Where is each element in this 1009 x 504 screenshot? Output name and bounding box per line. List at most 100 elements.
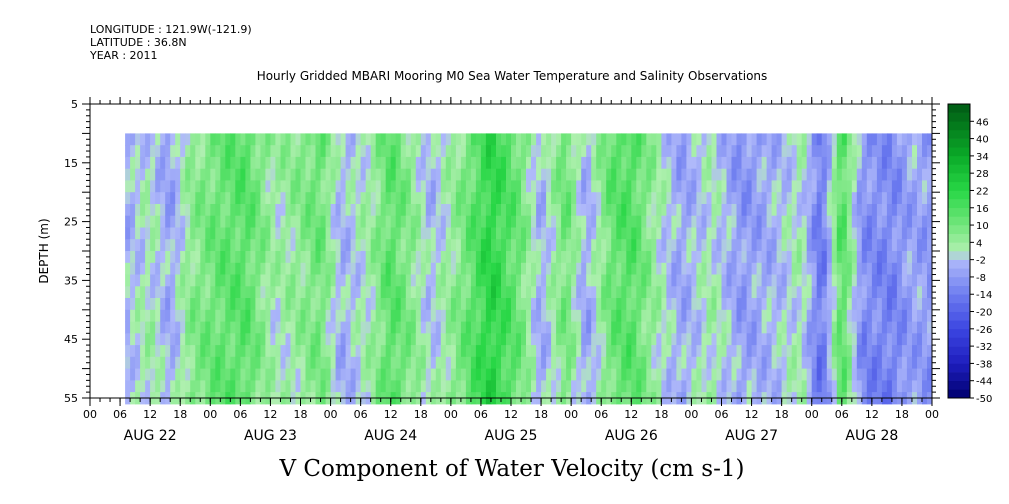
heatmap-cell — [205, 133, 211, 146]
heatmap-cell — [365, 345, 372, 358]
heatmap-cell — [160, 168, 166, 181]
heatmap-cell — [876, 321, 883, 334]
heatmap-cell — [180, 345, 186, 358]
heatmap-cell — [681, 298, 687, 311]
heatmap-cell — [200, 380, 206, 393]
heatmap-cell — [395, 298, 402, 311]
heatmap-cell — [425, 345, 432, 358]
heatmap-cell — [170, 286, 176, 299]
heatmap-cell — [130, 251, 136, 264]
heatmap-cell — [275, 227, 281, 240]
heatmap-cell — [460, 262, 467, 276]
heatmap-cell — [922, 356, 928, 370]
heatmap-cell — [601, 262, 607, 276]
heatmap-cell — [195, 145, 201, 158]
heatmap-cell — [701, 227, 707, 240]
heatmap-cell — [841, 333, 848, 346]
heatmap-cell — [506, 274, 512, 287]
heatmap-cell — [200, 239, 206, 252]
heatmap-cell — [440, 204, 447, 217]
heatmap-cell — [285, 262, 291, 276]
heatmap-cell — [235, 168, 241, 181]
heatmap-cell — [235, 380, 241, 393]
heatmap-cell — [666, 274, 672, 287]
heatmap-cell — [430, 168, 437, 181]
heatmap-cell — [891, 239, 898, 252]
x-hour-tick-label: 06 — [233, 408, 247, 421]
heatmap-cell — [170, 180, 176, 193]
heatmap-cell — [230, 333, 236, 346]
heatmap-cell — [546, 380, 552, 393]
heatmap-cell — [135, 145, 141, 158]
heatmap-cell — [536, 262, 542, 276]
heatmap-cell — [546, 333, 552, 346]
heatmap-cell — [646, 262, 652, 276]
heatmap-cell — [541, 345, 547, 358]
heatmap-cell — [756, 380, 763, 393]
heatmap-cell — [280, 298, 286, 311]
heatmap-cell — [676, 204, 682, 217]
heatmap-cell — [180, 192, 186, 205]
heatmap-cell — [415, 309, 422, 323]
heatmap-cell — [661, 192, 667, 205]
heatmap-cell — [180, 133, 186, 146]
heatmap-cell — [696, 356, 702, 370]
colorbar-swatch — [948, 121, 970, 131]
heatmap-cell — [716, 380, 722, 393]
heatmap-cell — [851, 380, 858, 393]
heatmap-cell — [896, 192, 903, 205]
heatmap-cell — [716, 368, 722, 381]
heatmap-cell — [696, 298, 702, 311]
heatmap-cell — [686, 133, 692, 146]
heatmap-cell — [180, 356, 186, 370]
heatmap-cell — [340, 215, 347, 228]
heatmap-cell — [541, 274, 547, 287]
heatmap-cell — [927, 168, 933, 181]
heatmap-cell — [140, 239, 146, 252]
y-tick-label: 45 — [64, 333, 78, 346]
heatmap-cell — [360, 239, 367, 252]
heatmap-cell — [701, 356, 707, 370]
heatmap-cell — [475, 168, 482, 181]
heatmap-cell — [195, 333, 201, 346]
heatmap-cell — [751, 227, 758, 240]
heatmap-cell — [826, 321, 833, 334]
heatmap-cell — [355, 133, 362, 146]
heatmap-cell — [501, 356, 507, 370]
heatmap-cell — [360, 321, 367, 334]
heatmap-cell — [561, 227, 567, 240]
heatmap-cell — [290, 156, 296, 170]
heatmap-cell — [511, 321, 517, 334]
heatmap-cell — [661, 321, 667, 334]
heatmap-cell — [375, 204, 382, 217]
heatmap-cell — [245, 309, 251, 323]
heatmap-cell — [646, 345, 652, 358]
heatmap-cell — [786, 133, 793, 146]
heatmap-cell — [771, 321, 778, 334]
heatmap-cell — [130, 286, 136, 299]
heatmap-cell — [345, 309, 352, 323]
heatmap-cell — [325, 168, 332, 181]
heatmap-cell — [551, 274, 557, 287]
heatmap-cell — [836, 368, 843, 381]
heatmap-cell — [320, 251, 326, 264]
heatmap-cell — [731, 251, 737, 264]
heatmap-cell — [285, 333, 291, 346]
heatmap-cell — [721, 215, 727, 228]
heatmap-cell — [917, 192, 923, 205]
heatmap-cell — [556, 204, 562, 217]
heatmap-cell — [440, 380, 447, 393]
heatmap-cell — [526, 298, 532, 311]
heatmap-cell — [150, 380, 156, 393]
heatmap-cell — [280, 204, 286, 217]
heatmap-cell — [125, 168, 131, 181]
heatmap-cell — [876, 274, 883, 287]
heatmap-cell — [496, 368, 502, 381]
heatmap-cell — [671, 251, 677, 264]
heatmap-cell — [465, 156, 472, 170]
heatmap-cell — [395, 345, 402, 358]
heatmap-cell — [195, 192, 201, 205]
heatmap-cell — [360, 356, 367, 370]
heatmap-cell — [566, 145, 572, 158]
heatmap-cell — [671, 309, 677, 323]
